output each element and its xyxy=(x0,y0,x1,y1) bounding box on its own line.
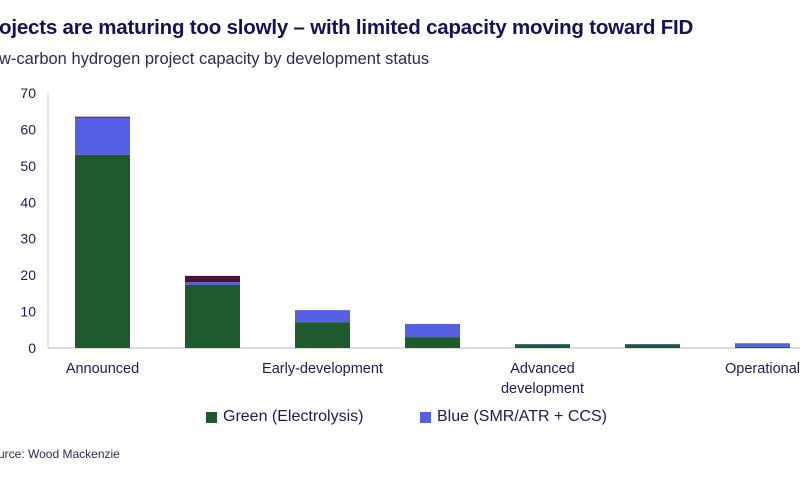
source-note: urce: Wood Mackenzie xyxy=(0,447,120,461)
x-category-label: Operational xyxy=(725,361,800,377)
bar-other-0 xyxy=(75,116,130,118)
y-tick-label: 0 xyxy=(28,340,36,356)
legend-swatch-green xyxy=(206,411,217,423)
legend-item-green: Green (Electrolysis) xyxy=(206,408,363,426)
bar-green-4 xyxy=(515,344,570,348)
y-tick-label: 70 xyxy=(20,85,36,101)
bar-green-5 xyxy=(625,344,680,348)
legend-swatch-blue xyxy=(420,411,431,423)
bar-green-3 xyxy=(405,337,460,348)
y-tick-label: 20 xyxy=(20,267,36,283)
chart-subtitle: w-carbon hydrogen project capacity by de… xyxy=(0,50,430,68)
bar-blue-3 xyxy=(405,323,460,338)
bar-green-2 xyxy=(295,322,350,348)
legend-label-green: Green (Electrolysis) xyxy=(223,408,364,425)
bar-green-1 xyxy=(185,284,240,348)
chart-title: ojects are maturing too slowly – with li… xyxy=(0,16,694,39)
bar-blue-0 xyxy=(75,117,130,155)
y-tick-label: 50 xyxy=(20,158,36,174)
x-category-label: Advanced development xyxy=(501,361,584,397)
bar-other-1 xyxy=(185,275,240,283)
y-tick-label: 10 xyxy=(20,304,36,320)
bar-blue-1 xyxy=(185,282,240,285)
bar-green-0 xyxy=(75,154,130,348)
legend-label-blue: Blue (SMR/ATR + CCS) xyxy=(437,408,607,425)
y-tick-label: 30 xyxy=(20,231,36,247)
bar-green-6 xyxy=(735,346,790,348)
bar-blue-2 xyxy=(295,310,350,323)
bar-blue-4 xyxy=(515,343,570,345)
y-tick-label: 60 xyxy=(20,121,36,137)
x-category-label: Early-development xyxy=(262,361,383,377)
y-tick-label: 40 xyxy=(20,194,36,210)
x-category-label: Announced xyxy=(66,361,139,377)
bar-blue-5 xyxy=(625,343,680,345)
bar-blue-6 xyxy=(735,343,790,347)
legend-item-blue: Blue (SMR/ATR + CCS) xyxy=(420,408,607,426)
legend: Green (Electrolysis) Blue (SMR/ATR + CCS… xyxy=(0,408,800,432)
